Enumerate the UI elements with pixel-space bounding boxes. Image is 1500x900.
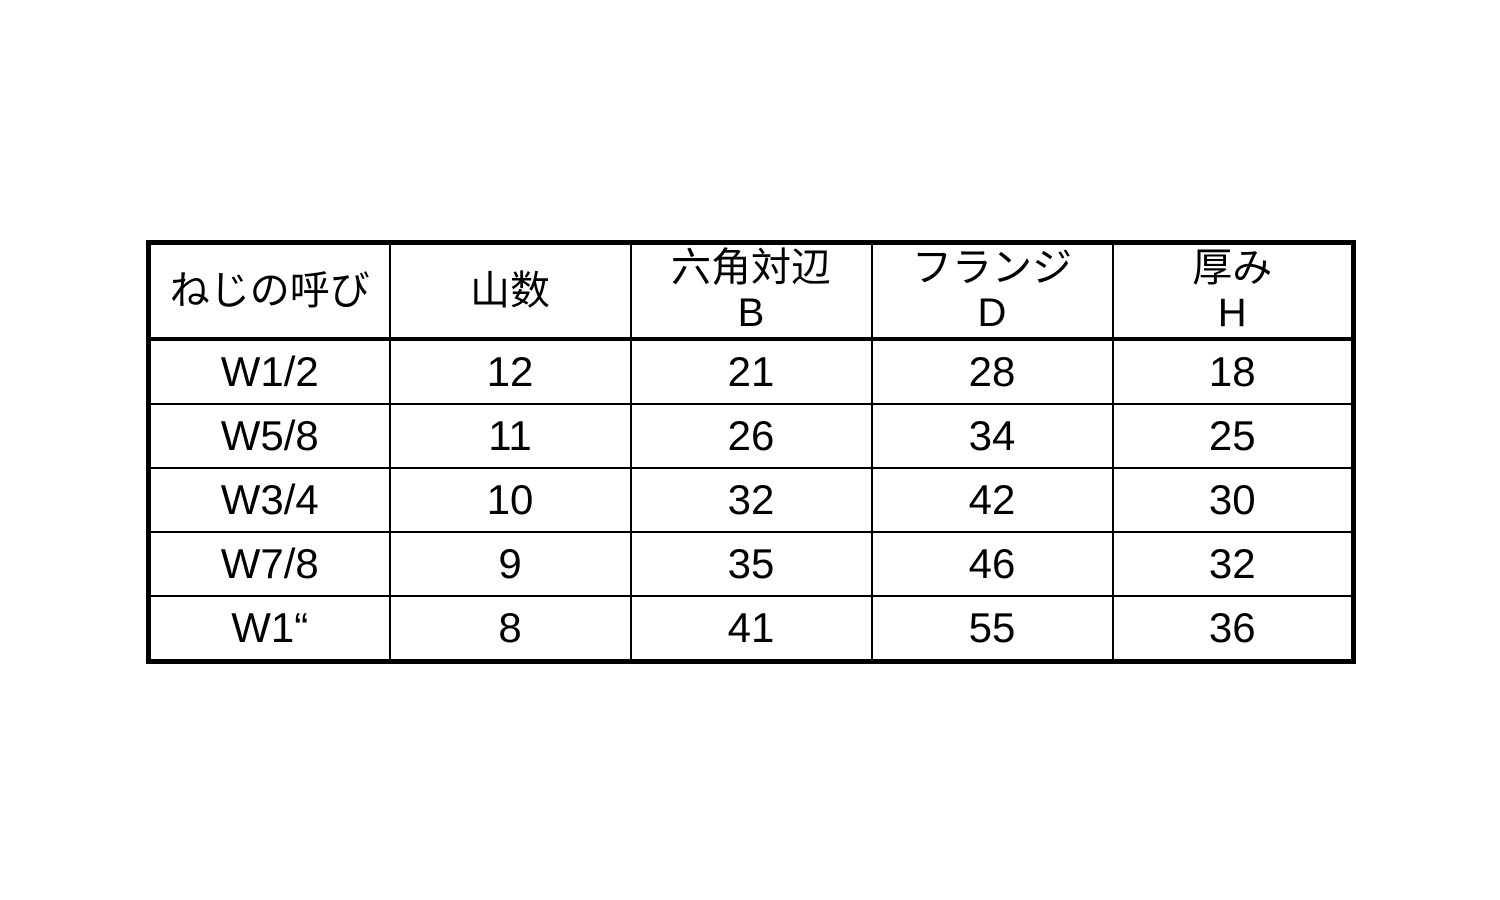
col-header-symbol: B — [737, 291, 765, 335]
cell-width-across-flats: 41 — [629, 595, 873, 663]
col-header-thread-count: 山数 — [388, 241, 632, 341]
col-header-thread-designation: ねじの呼び — [147, 241, 391, 341]
cell-thread-designation: W7/8 — [147, 531, 391, 597]
cell-flange: 42 — [870, 467, 1114, 533]
cell-thickness: 36 — [1111, 595, 1355, 663]
cell-width-across-flats: 26 — [629, 403, 873, 469]
table-row: W7/8 9 35 46 32 — [147, 531, 1355, 597]
cell-thickness: 32 — [1111, 531, 1355, 597]
cell-thread-count: 9 — [388, 531, 632, 597]
cell-flange: 34 — [870, 403, 1114, 469]
cell-width-across-flats: 35 — [629, 531, 873, 597]
col-header-label: 山数 — [470, 268, 550, 313]
cell-thread-designation: W1/2 — [147, 338, 391, 405]
col-header-label: ねじの呼び — [169, 268, 370, 313]
cell-thickness: 30 — [1111, 467, 1355, 533]
header-row: ねじの呼び 山数 六角対辺 B フランジ D 厚み H — [147, 241, 1355, 341]
table-row: W3/4 10 32 42 30 — [147, 467, 1355, 533]
cell-thickness: 18 — [1111, 338, 1355, 405]
cell-thread-designation: W3/4 — [147, 467, 391, 533]
col-header-label: フランジ — [912, 246, 1072, 291]
cell-width-across-flats: 21 — [629, 338, 873, 405]
cell-thread-designation: W5/8 — [147, 403, 391, 469]
table-row: W5/8 11 26 34 25 — [147, 403, 1355, 469]
cell-width-across-flats: 32 — [629, 467, 873, 533]
col-header-width-across-flats: 六角対辺 B — [629, 241, 873, 341]
table-row: W1/2 12 21 28 18 — [147, 338, 1355, 405]
cell-flange: 28 — [870, 338, 1114, 405]
spec-table: ねじの呼び 山数 六角対辺 B フランジ D 厚み H — [146, 240, 1356, 664]
col-header-symbol: H — [1217, 291, 1247, 335]
cell-flange: 55 — [870, 595, 1114, 663]
table-row: W1“ 8 41 55 36 — [147, 595, 1355, 663]
cell-thread-count: 11 — [388, 403, 632, 469]
cell-thread-count: 10 — [388, 467, 632, 533]
col-header-flange: フランジ D — [870, 241, 1114, 341]
col-header-symbol: D — [977, 291, 1007, 335]
cell-thread-designation: W1“ — [147, 595, 391, 663]
cell-thread-count: 8 — [388, 595, 632, 663]
col-header-label: 厚み — [1192, 246, 1273, 291]
col-header-label: 六角対辺 — [671, 246, 831, 291]
cell-thickness: 25 — [1111, 403, 1355, 469]
cell-flange: 46 — [870, 531, 1114, 597]
cell-thread-count: 12 — [388, 338, 632, 405]
col-header-thickness: 厚み H — [1111, 241, 1355, 341]
